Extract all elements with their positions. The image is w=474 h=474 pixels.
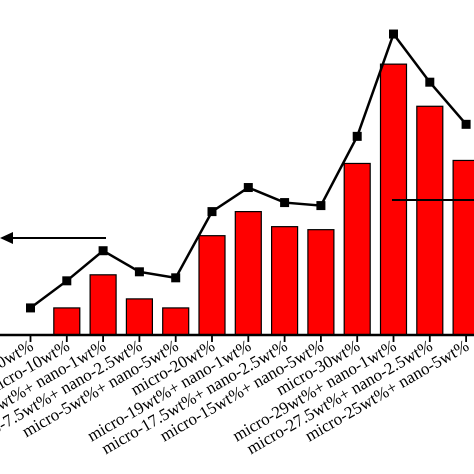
line-point xyxy=(389,29,398,39)
line-point xyxy=(26,303,35,313)
bar xyxy=(162,307,190,336)
bar xyxy=(234,211,262,336)
bar xyxy=(343,162,371,336)
x-ticks xyxy=(29,335,468,342)
left-arrow-head xyxy=(0,232,13,244)
line-series xyxy=(26,29,471,313)
line-point xyxy=(461,119,471,129)
bar xyxy=(452,159,474,336)
bar xyxy=(53,307,81,336)
line-point xyxy=(62,276,72,286)
x-tick-labels: micro-0wt%micro-10wt%micro-9wt%+ nano-1w… xyxy=(0,336,472,458)
bar xyxy=(307,229,335,336)
line-point xyxy=(207,207,217,217)
line-point xyxy=(280,198,290,208)
line-point xyxy=(425,77,435,87)
line-point xyxy=(134,267,144,277)
bar xyxy=(89,274,117,336)
series-arrows xyxy=(0,199,474,244)
bar-series xyxy=(53,63,474,336)
line-point xyxy=(171,273,181,283)
bar xyxy=(271,226,299,336)
line-point xyxy=(316,201,326,211)
bar xyxy=(125,298,154,336)
line-point xyxy=(98,246,108,256)
line-point xyxy=(352,131,362,141)
bar xyxy=(198,235,226,336)
bar xyxy=(416,105,444,336)
line-point xyxy=(243,183,253,193)
